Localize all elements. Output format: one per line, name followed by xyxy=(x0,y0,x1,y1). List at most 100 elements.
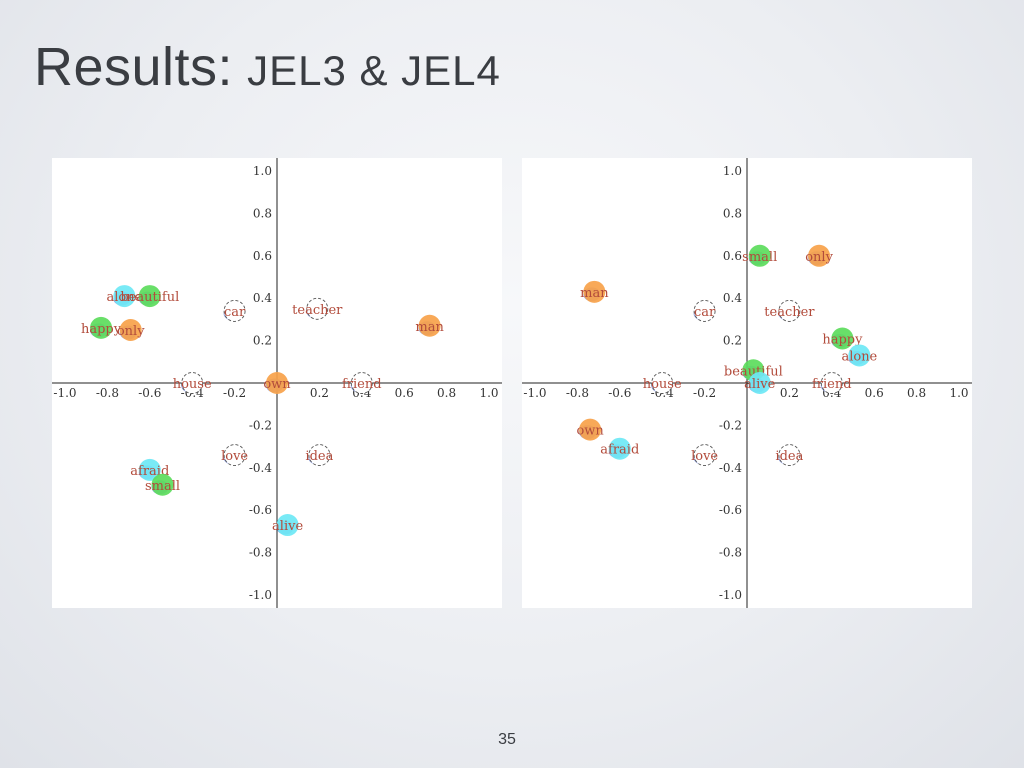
point-label: alone xyxy=(106,290,142,305)
y-tick-label: 0.6 xyxy=(253,249,272,263)
point-label: man xyxy=(415,320,444,335)
point-label: own xyxy=(263,377,291,392)
point-label: love xyxy=(691,449,718,464)
data-point-own: own xyxy=(576,418,604,441)
point-label: house xyxy=(643,377,682,392)
y-tick-label: 0.2 xyxy=(253,334,272,348)
point-label: man xyxy=(580,286,609,301)
y-tick-label: 0.4 xyxy=(253,291,272,305)
point-marker xyxy=(138,458,161,481)
point-marker xyxy=(848,344,871,367)
data-point-alive: alive xyxy=(272,514,303,537)
x-tick-label: 0.6 xyxy=(865,386,884,400)
y-tick-label: -0.2 xyxy=(719,418,742,432)
point-label: alive xyxy=(744,377,775,392)
point-marker xyxy=(308,444,331,467)
y-tick-label: -1.0 xyxy=(249,588,272,602)
y-tick-label: -1.0 xyxy=(719,588,742,602)
data-point-love: love xyxy=(221,444,248,467)
data-point-happy: happy xyxy=(81,316,122,339)
plot-panel-jel4: -1.0 -0.8 -0.6 -0.4 -0.2 0.2 0.4 0.6 0.8 1.0 1.0 0.… xyxy=(522,158,972,608)
x-tick-label: -0.6 xyxy=(138,386,161,400)
y-tick-label: -0.8 xyxy=(719,546,742,560)
data-point-alone: alone xyxy=(841,344,878,367)
point-label: car xyxy=(694,305,716,320)
point-marker xyxy=(831,327,854,350)
y-tick-label: -0.6 xyxy=(719,503,742,517)
point-marker xyxy=(113,285,136,308)
y-tick-label: 1.0 xyxy=(253,164,272,178)
data-point-car: car xyxy=(693,299,716,322)
y-tick-label: -0.2 xyxy=(249,418,272,432)
scatter-plot-jel4: -1.0 -0.8 -0.6 -0.4 -0.2 0.2 0.4 0.6 0.8 1.0 1.0 0.… xyxy=(522,158,972,608)
x-tick-label: -0.6 xyxy=(608,386,631,400)
y-tick-label: 1.0 xyxy=(723,164,742,178)
y-tick-label: -0.4 xyxy=(249,461,273,475)
point-marker xyxy=(223,299,246,322)
point-label: only xyxy=(805,250,833,265)
data-point-car: car xyxy=(223,299,246,322)
data-point-house: house xyxy=(643,372,682,394)
x-tick-label: -0.8 xyxy=(566,386,589,400)
point-marker xyxy=(418,314,441,337)
point-label: happy xyxy=(81,322,122,337)
point-marker xyxy=(748,372,771,394)
point-marker xyxy=(181,372,204,394)
data-point-love: love xyxy=(691,444,718,467)
point-label: only xyxy=(117,324,145,339)
x-tick-label: 1.0 xyxy=(479,386,498,400)
y-tick-label: 0.4 xyxy=(723,291,742,305)
y-tick-label: -0.4 xyxy=(719,461,743,475)
page-number: 35 xyxy=(498,731,516,748)
y-tick-label: 0.6 xyxy=(723,249,742,263)
y-tick-label: 0.8 xyxy=(723,206,742,220)
data-point-idea: idea xyxy=(775,444,804,467)
x-tick-label: -0.2 xyxy=(693,386,716,400)
plot-panel-jel3: -1.0 -0.8 -0.6 -0.4 -0.2 0.2 0.4 0.6 0.8 1.0 1.0 0.… xyxy=(52,158,502,608)
point-label: teacher xyxy=(764,305,815,320)
scatter-plot-jel3: -1.0 -0.8 -0.6 -0.4 -0.2 0.2 0.4 0.6 0.8 1.0 1.0 0.… xyxy=(52,158,502,608)
point-marker xyxy=(693,299,716,322)
data-point-happy: happy xyxy=(822,327,863,350)
data-point-afraid: afraid xyxy=(600,437,639,460)
point-marker xyxy=(820,372,843,394)
data-point-alone: alone xyxy=(106,285,143,308)
point-label: afraid xyxy=(600,443,639,458)
data-point-idea: idea xyxy=(305,444,334,467)
data-point-alive: alive xyxy=(744,372,776,394)
point-marker xyxy=(119,319,142,341)
data-point-man: man xyxy=(415,314,444,337)
x-tick-label: -0.8 xyxy=(96,386,119,400)
point-label: house xyxy=(173,377,212,392)
data-point-friend: friend xyxy=(342,372,382,394)
point-marker xyxy=(90,316,113,339)
x-tick-label: 1.0 xyxy=(949,386,968,400)
point-label: alone xyxy=(841,349,877,364)
y-tick-label: 0.2 xyxy=(723,334,742,348)
data-point-only: only xyxy=(117,319,145,341)
point-label: own xyxy=(576,424,604,439)
data-point-only: only xyxy=(805,244,834,267)
x-tick-label: 0.8 xyxy=(907,386,926,400)
point-label: love xyxy=(221,449,248,464)
point-label: small xyxy=(145,479,180,494)
x-tick-label: 0.8 xyxy=(437,386,456,400)
point-marker xyxy=(306,297,329,320)
point-label: happy xyxy=(822,332,863,347)
data-point-man: man xyxy=(580,280,609,303)
point-marker xyxy=(651,372,674,394)
data-point-small: small xyxy=(742,244,777,267)
data-point-beautiful: beautiful xyxy=(120,285,179,308)
point-marker xyxy=(748,244,771,267)
point-label: beautiful xyxy=(120,290,179,305)
data-point-friend: friend xyxy=(812,372,852,394)
point-marker xyxy=(266,372,288,394)
point-label: small xyxy=(742,250,777,265)
x-tick-label: 0.2 xyxy=(780,386,799,400)
point-marker xyxy=(808,244,831,267)
point-marker xyxy=(583,280,606,303)
point-label: friend xyxy=(342,377,382,392)
y-tick-label: 0.8 xyxy=(253,206,272,220)
point-marker xyxy=(138,285,161,308)
data-point-teacher: teacher xyxy=(764,299,815,322)
